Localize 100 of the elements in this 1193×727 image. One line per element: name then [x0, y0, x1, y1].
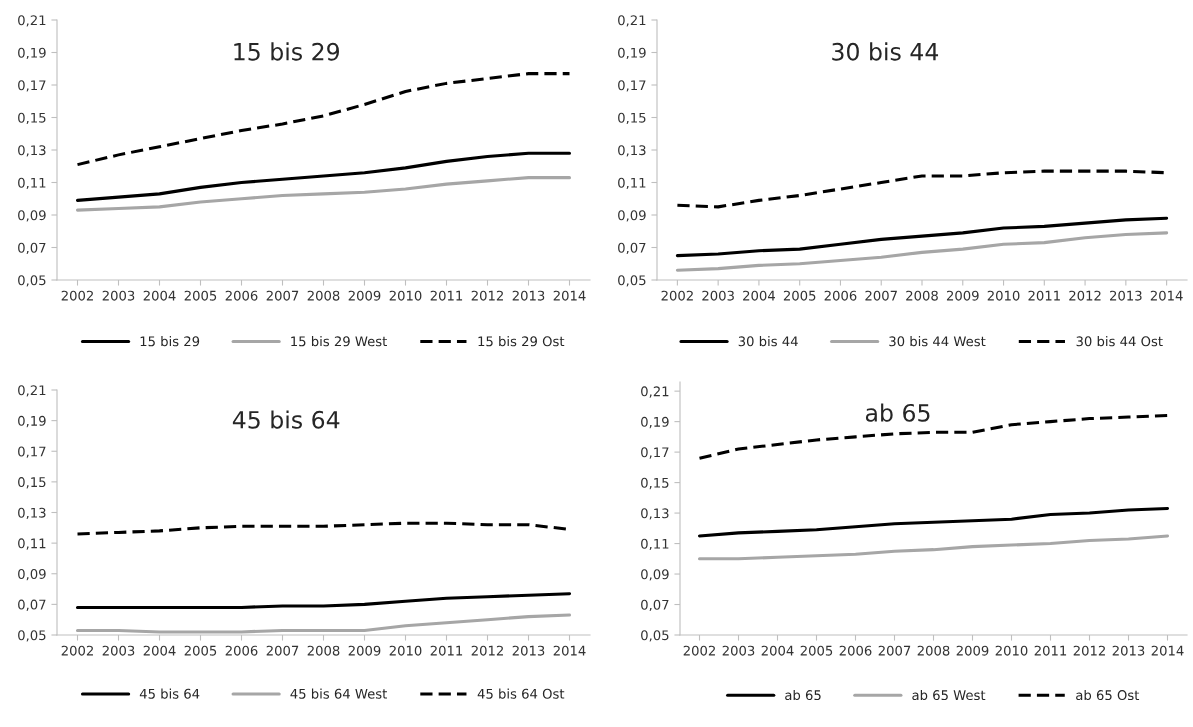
- x-tick-label: 2010: [987, 290, 1020, 301]
- text: 45 bis 64: [232, 410, 340, 429]
- y-tick-label: 0,17: [641, 447, 669, 459]
- x-tick-label: 2006: [225, 290, 258, 301]
- line-series: [675, 216, 1169, 258]
- legend-label: 30 bis 44 West: [889, 336, 986, 347]
- y-tick-label: 0,09: [18, 210, 46, 222]
- y-tick-label: 0,09: [641, 569, 669, 581]
- x-tick-label: 2007: [266, 645, 299, 656]
- y-tick-label: 0,11: [18, 538, 46, 550]
- x-tick-label: 2013: [512, 290, 545, 301]
- x-tick-label: 2009: [348, 645, 381, 656]
- y-tick-label: 0,13: [18, 507, 46, 520]
- y-tick-label: 0,05: [641, 630, 669, 642]
- y-tick-label: 0,05: [18, 275, 46, 287]
- x-tick-label: 2008: [307, 645, 340, 656]
- legend-label: 45 bis 64 West: [290, 688, 387, 699]
- y-tick-label: 0,17: [18, 80, 46, 92]
- legend-label: ab 65 West: [912, 689, 986, 701]
- text: 15 bis 29: [234, 42, 339, 61]
- x-tick-label: 2006: [225, 645, 258, 656]
- legend-label: 45 bis 64: [139, 688, 200, 699]
- x-tick-label: 2010: [389, 290, 422, 301]
- legend-label: 15 bis 29 West: [291, 336, 387, 347]
- y-tick-label: 0,19: [618, 47, 646, 60]
- x-tick-label: 2013: [512, 645, 545, 656]
- line-series: [697, 506, 1170, 538]
- x-tick-label: 2002: [61, 645, 93, 656]
- y-tick-label: 0,09: [18, 568, 46, 581]
- y-tick-label: 0,19: [18, 415, 46, 428]
- line-series: [75, 151, 572, 202]
- x-tick-label: 2004: [143, 645, 176, 656]
- y-tick-label: 0,11: [18, 177, 46, 190]
- legend-label: 30 bis 44 Ost: [1076, 336, 1163, 347]
- x-tick-label: 2010: [995, 645, 1028, 656]
- y-tick-label: 0,21: [18, 385, 46, 397]
- y-tick-label: 0,05: [18, 630, 46, 642]
- y-tick-label: 0,09: [618, 210, 646, 222]
- x-tick-label: 2008: [917, 645, 950, 656]
- line-series: [75, 592, 572, 609]
- y-tick-label: 0,19: [18, 47, 46, 60]
- y-tick-label: 0,05: [618, 275, 646, 287]
- y-tick-label: 0,17: [618, 80, 646, 92]
- legend-label: ab 65: [785, 689, 821, 701]
- x-tick-label: 2002: [683, 645, 715, 656]
- x-tick-label: 2012: [1069, 290, 1101, 301]
- y-tick-label: 0,15: [18, 112, 46, 125]
- y-tick-label: 0,13: [18, 145, 46, 157]
- legend-label: ab 65 Ost: [1076, 689, 1140, 701]
- x-tick-label: 2005: [184, 290, 217, 301]
- x-tick-label: 2011: [430, 645, 463, 656]
- x-tick-label: 2005: [184, 645, 217, 656]
- x-tick-label: 2014: [1150, 290, 1183, 301]
- line-series: [75, 176, 572, 212]
- x-tick-label: 2009: [348, 290, 381, 301]
- line-series: [697, 534, 1170, 561]
- x-tick-label: 2004: [761, 645, 794, 656]
- x-tick-label: 2011: [1034, 645, 1067, 656]
- x-tick-label: 2009: [956, 645, 989, 656]
- x-tick-label: 2003: [702, 290, 734, 301]
- x-tick-label: 2011: [1028, 290, 1060, 301]
- legend-label: 30 bis 44: [738, 336, 798, 347]
- x-tick-label: 2004: [143, 290, 176, 301]
- x-tick-label: 2009: [946, 290, 979, 301]
- y-tick-label: 0,07: [618, 242, 646, 255]
- legend-label: 15 bis 29: [140, 336, 200, 347]
- legend-label: 45 bis 64 Ost: [477, 688, 565, 699]
- x-tick-label: 2014: [1151, 645, 1184, 656]
- y-tick-label: 0,11: [618, 177, 646, 190]
- x-tick-label: 2013: [1110, 290, 1142, 301]
- x-tick-label: 2012: [471, 645, 503, 656]
- x-tick-label: 2007: [878, 645, 911, 656]
- y-tick-label: 0,15: [618, 112, 646, 125]
- y-tick-label: 0,17: [18, 446, 46, 458]
- text: ab 65: [865, 403, 930, 422]
- x-tick-label: 2014: [553, 290, 586, 301]
- x-tick-label: 2002: [661, 290, 693, 301]
- x-tick-label: 2012: [471, 290, 503, 301]
- y-tick-label: 0,07: [18, 242, 46, 255]
- y-tick-label: 0,15: [18, 477, 46, 489]
- y-tick-label: 0,07: [641, 599, 669, 612]
- x-tick-label: 2003: [722, 645, 755, 656]
- y-tick-label: 0,13: [641, 508, 669, 520]
- x-tick-label: 2008: [307, 290, 340, 301]
- x-tick-label: 2007: [865, 290, 897, 301]
- x-tick-label: 2006: [839, 645, 872, 656]
- x-tick-label: 2006: [824, 290, 857, 301]
- x-tick-label: 2005: [783, 290, 816, 301]
- x-tick-label: 2007: [266, 290, 299, 301]
- line-series: [675, 231, 1169, 272]
- x-tick-label: 2014: [553, 645, 586, 656]
- y-tick-label: 0,21: [18, 15, 46, 27]
- y-tick-label: 0,15: [641, 477, 669, 490]
- x-tick-label: 2002: [61, 290, 93, 301]
- y-tick-label: 0,07: [18, 599, 46, 611]
- text: 30 bis 44: [832, 42, 939, 61]
- x-tick-label: 2003: [102, 645, 135, 656]
- x-tick-label: 2013: [1112, 645, 1145, 656]
- x-tick-label: 2010: [389, 645, 422, 656]
- y-tick-label: 0,13: [618, 145, 646, 157]
